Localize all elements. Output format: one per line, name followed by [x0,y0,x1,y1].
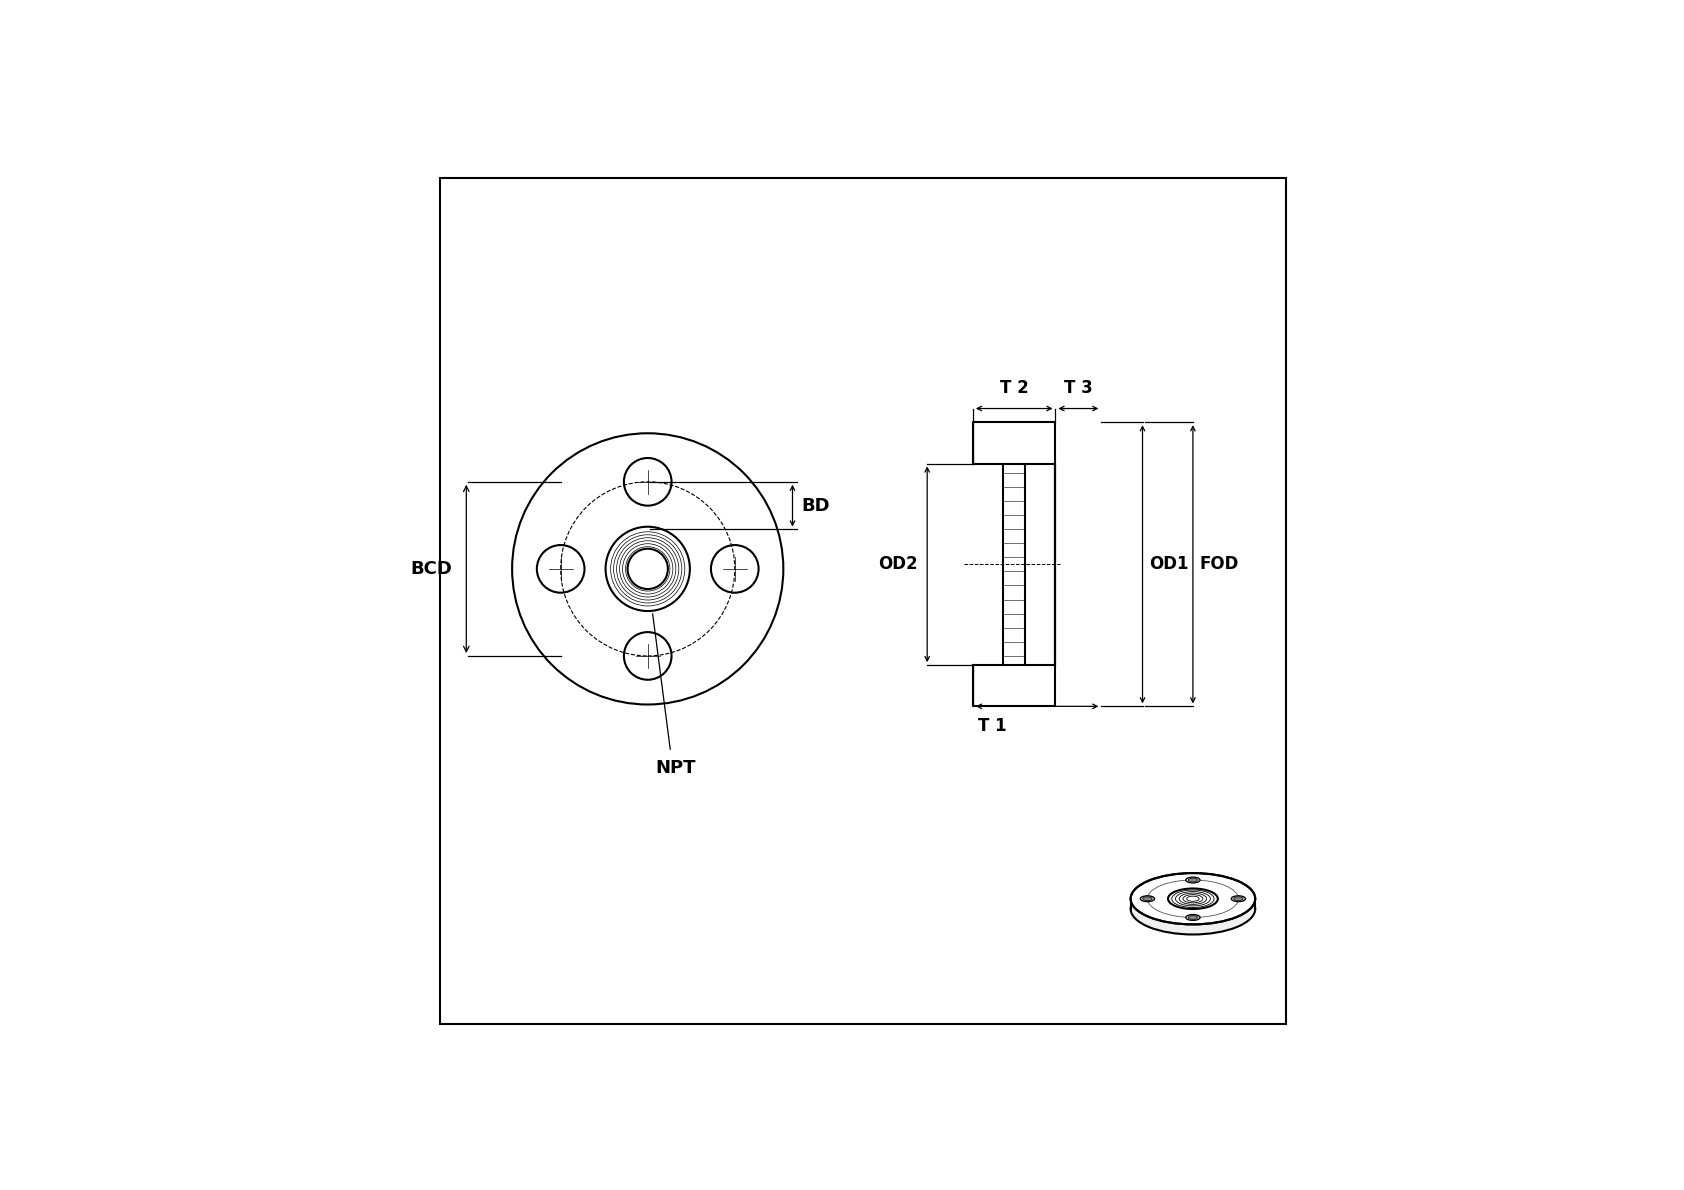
Ellipse shape [1234,897,1243,901]
Text: BCD: BCD [411,559,453,578]
Text: OD1: OD1 [1148,556,1189,574]
Ellipse shape [1186,877,1201,883]
Text: T 3: T 3 [1064,378,1093,396]
Ellipse shape [1143,897,1152,901]
Ellipse shape [1231,896,1246,902]
Ellipse shape [1130,873,1255,925]
Text: OD2: OD2 [879,556,918,574]
Text: BD: BD [802,496,830,514]
Ellipse shape [1189,878,1197,882]
Ellipse shape [1189,915,1197,920]
Ellipse shape [1186,915,1201,920]
Text: NPT: NPT [655,759,695,777]
Text: T 2: T 2 [1000,378,1029,396]
Ellipse shape [1140,896,1155,902]
Text: FOD: FOD [1199,556,1239,574]
Text: T 1: T 1 [978,718,1007,735]
Ellipse shape [1130,883,1255,934]
